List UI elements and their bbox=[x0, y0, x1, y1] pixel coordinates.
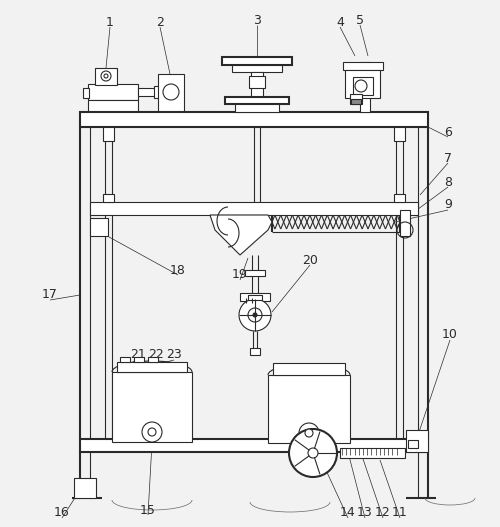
Text: 12: 12 bbox=[375, 506, 391, 520]
Circle shape bbox=[248, 308, 262, 322]
Bar bbox=[249, 76, 265, 88]
Text: 16: 16 bbox=[54, 506, 70, 520]
Text: 1: 1 bbox=[106, 15, 114, 28]
Bar bbox=[134, 357, 144, 362]
Bar bbox=[251, 72, 263, 97]
Bar bbox=[268, 375, 350, 443]
Bar bbox=[83, 88, 89, 98]
Bar bbox=[245, 270, 265, 276]
Circle shape bbox=[148, 428, 156, 436]
Bar bbox=[273, 363, 345, 375]
Bar bbox=[340, 448, 405, 458]
Text: 3: 3 bbox=[253, 14, 261, 26]
Bar bbox=[103, 194, 114, 202]
Bar bbox=[148, 357, 158, 362]
Bar bbox=[88, 84, 138, 100]
Bar bbox=[345, 70, 380, 98]
Text: 19: 19 bbox=[232, 268, 248, 281]
Bar bbox=[112, 372, 192, 442]
Bar bbox=[235, 104, 279, 112]
Bar bbox=[95, 68, 117, 85]
Bar bbox=[400, 210, 410, 236]
Text: 4: 4 bbox=[336, 15, 344, 28]
Circle shape bbox=[239, 299, 271, 331]
Bar bbox=[394, 194, 405, 202]
Circle shape bbox=[253, 313, 257, 317]
Text: 2: 2 bbox=[156, 15, 164, 28]
Bar bbox=[248, 295, 262, 300]
Bar bbox=[74, 478, 96, 498]
Text: 15: 15 bbox=[140, 503, 156, 516]
Bar bbox=[394, 127, 405, 141]
Bar bbox=[80, 112, 428, 127]
Bar bbox=[90, 218, 108, 236]
Bar bbox=[353, 77, 373, 95]
Text: 14: 14 bbox=[340, 506, 356, 520]
Text: 5: 5 bbox=[356, 14, 364, 26]
Text: 11: 11 bbox=[392, 506, 408, 520]
Circle shape bbox=[305, 429, 313, 437]
Text: 17: 17 bbox=[42, 288, 58, 301]
Bar bbox=[117, 362, 187, 372]
Text: 18: 18 bbox=[170, 264, 186, 277]
Text: 22: 22 bbox=[148, 348, 164, 362]
Bar bbox=[80, 439, 428, 452]
Text: 8: 8 bbox=[444, 175, 452, 189]
Text: 13: 13 bbox=[357, 506, 373, 520]
Circle shape bbox=[289, 429, 337, 477]
Bar bbox=[240, 293, 270, 301]
Bar bbox=[222, 57, 292, 65]
Text: 21: 21 bbox=[130, 348, 146, 362]
Bar bbox=[90, 202, 418, 215]
Bar bbox=[154, 86, 160, 98]
Bar bbox=[232, 65, 282, 72]
Circle shape bbox=[142, 422, 162, 442]
Bar bbox=[88, 100, 138, 112]
Bar bbox=[343, 62, 383, 70]
Text: 10: 10 bbox=[442, 328, 458, 341]
Bar bbox=[120, 357, 130, 362]
Bar bbox=[408, 440, 418, 448]
Text: 6: 6 bbox=[444, 125, 452, 139]
Circle shape bbox=[299, 423, 319, 443]
Bar bbox=[360, 62, 370, 112]
Text: 20: 20 bbox=[302, 253, 318, 267]
Bar bbox=[406, 430, 428, 452]
Bar bbox=[225, 97, 289, 104]
Bar bbox=[138, 88, 156, 96]
Bar bbox=[351, 99, 361, 104]
Bar bbox=[158, 74, 184, 112]
Text: 9: 9 bbox=[444, 199, 452, 211]
Bar bbox=[250, 348, 260, 355]
Bar bbox=[103, 127, 114, 141]
Polygon shape bbox=[210, 215, 272, 255]
Bar bbox=[350, 94, 362, 104]
Text: 23: 23 bbox=[166, 348, 182, 362]
Circle shape bbox=[308, 448, 318, 458]
Text: 7: 7 bbox=[444, 151, 452, 164]
